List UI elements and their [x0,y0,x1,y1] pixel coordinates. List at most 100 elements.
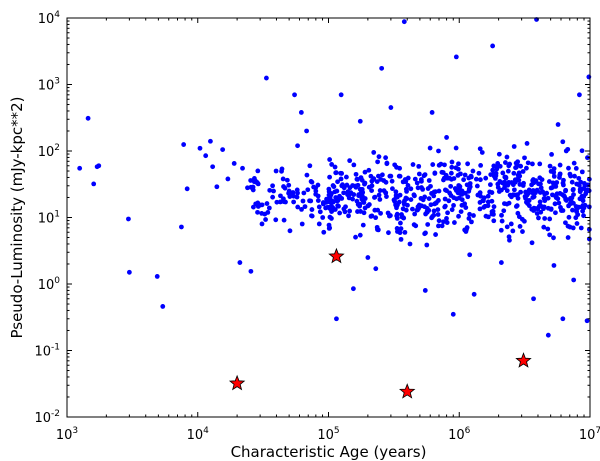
data-point [496,189,502,194]
data-point [265,210,271,215]
data-point [551,173,557,179]
data-point [350,286,356,292]
data-point [328,203,334,209]
data-point [214,184,220,190]
data-point [338,92,344,98]
data-point [403,195,409,201]
data-point [362,205,368,211]
data-point [329,162,335,167]
data-point [416,163,422,169]
data-point [353,234,358,240]
data-point [279,168,284,174]
data-point [574,181,580,187]
data-point [456,213,461,219]
data-point [571,277,577,283]
data-point [414,207,420,213]
data-point [333,170,339,176]
data-point [547,232,553,238]
data-point [442,162,447,168]
data-point [327,174,333,180]
axis-ticks [66,17,591,418]
data-point [546,179,552,184]
data-point [315,198,321,203]
data-point [520,229,525,234]
data-point [431,212,437,218]
data-point [424,242,430,248]
data-point [412,193,417,199]
data-point [357,118,363,124]
data-point [483,175,489,181]
data-point [441,219,446,225]
data-point [454,196,459,202]
data-point [463,205,469,210]
x-tick-label: 105 [317,426,339,443]
data-point [557,171,563,177]
data-point [394,211,400,217]
data-point [309,207,315,212]
data-point [506,200,512,206]
data-point [282,185,288,191]
data-point [327,157,333,162]
data-point [446,198,452,204]
data-point [442,203,448,209]
data-point [515,172,521,178]
data-point [255,209,260,215]
y-tick-label: 10-1 [34,343,60,360]
data-point [388,105,394,110]
data-point [343,174,349,180]
data-point [327,225,333,231]
data-point [361,200,367,205]
data-point [467,181,473,186]
data-point [465,161,471,167]
highlighted-star-points [228,247,532,399]
data-point [315,193,321,199]
data-point [372,194,378,200]
data-point [287,228,293,234]
data-point [566,214,572,220]
data-point [396,199,402,205]
data-point [431,208,437,214]
data-point [299,206,304,212]
data-point [436,218,442,224]
data-point [502,160,508,165]
data-point [451,202,456,208]
data-point [184,186,190,192]
data-point [448,183,454,189]
data-point [259,221,265,227]
data-point [436,162,442,168]
data-point [342,209,348,215]
data-point [477,177,483,183]
x-tick-label: 104 [187,426,210,443]
data-point [548,168,554,174]
data-point [559,208,564,213]
data-point [397,173,403,179]
data-point [343,204,348,210]
data-point [259,210,265,216]
data-point [309,213,315,219]
data-point [580,208,586,214]
data-point [586,204,592,210]
x-axis-title: Characteristic Age (years) [231,443,427,461]
data-point [551,263,557,268]
data-point [398,220,403,226]
y-tick-label: 102 [38,143,60,160]
data-point [336,203,341,209]
star-marker [399,383,416,399]
data-point [405,183,411,188]
data-point [585,155,590,161]
data-point [252,176,257,181]
data-point [248,178,254,183]
data-point [316,221,322,227]
data-point [547,163,553,169]
data-point [478,193,483,199]
data-point [416,171,422,177]
data-point [281,217,287,223]
data-point [299,221,305,227]
data-point [455,173,461,178]
data-point [255,168,261,174]
data-point [515,195,521,201]
data-point [401,201,407,207]
data-point [482,203,488,209]
data-point [340,182,345,188]
data-point [391,197,397,203]
